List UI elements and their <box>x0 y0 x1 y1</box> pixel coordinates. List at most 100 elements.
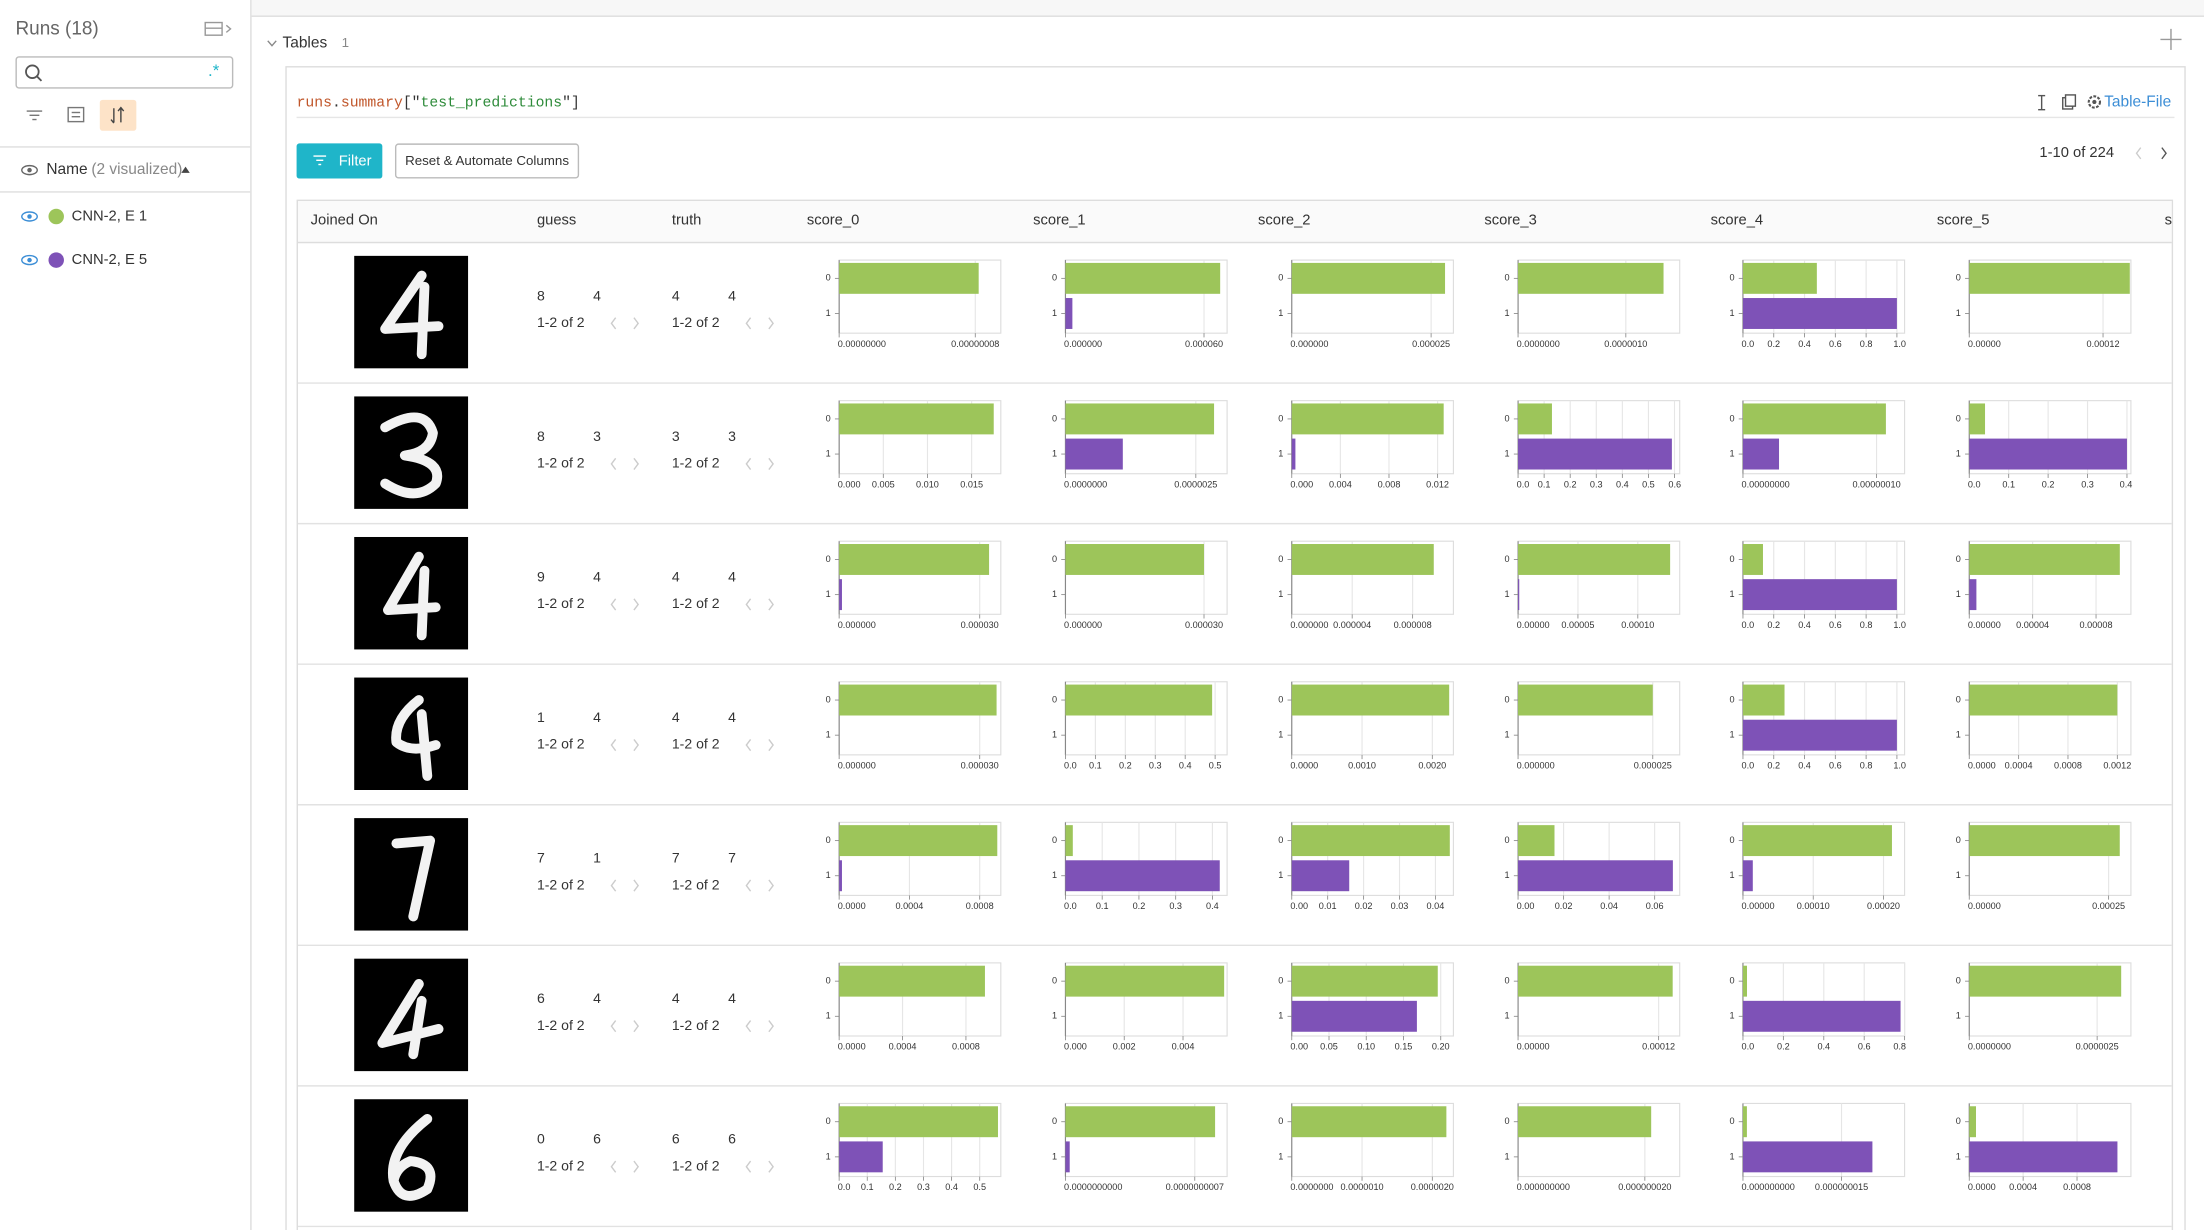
column-header[interactable]: score_2 <box>1258 213 1310 229</box>
pager-next[interactable] <box>768 1160 774 1173</box>
column-header[interactable]: guess <box>537 213 576 229</box>
pager-prev[interactable] <box>610 457 617 470</box>
column-header[interactable]: s <box>2165 213 2172 229</box>
table-file-link[interactable]: Table-File <box>2104 94 2171 111</box>
bar <box>1291 825 1450 857</box>
y-tick-label: 1 <box>1505 308 1510 318</box>
section-title[interactable]: Tables <box>283 35 328 52</box>
bar <box>1969 1106 1976 1138</box>
column-header[interactable]: score_4 <box>1711 213 1763 229</box>
y-tick-label: 1 <box>1278 308 1283 318</box>
pager-next[interactable] <box>633 738 640 752</box>
x-tick-label: 0.2 <box>1133 901 1146 911</box>
pager-prev[interactable] <box>610 1160 617 1173</box>
y-tick-label: 0 <box>1505 413 1510 423</box>
run-name[interactable]: CNN-2, E 1 <box>72 208 147 224</box>
pager-prev[interactable] <box>745 879 752 892</box>
x-tick-label: 0.00020 <box>1867 901 1900 911</box>
pager-prev[interactable] <box>745 1160 752 1173</box>
bar <box>1742 438 1780 470</box>
table-icon[interactable] <box>204 21 232 36</box>
truth-value: 3 <box>728 428 736 444</box>
filter-button[interactable] <box>296 143 383 179</box>
cursor-icon[interactable] <box>2038 94 2046 111</box>
sort-button[interactable] <box>99 99 137 131</box>
pager-prev[interactable] <box>610 879 617 892</box>
pager-next[interactable] <box>768 457 774 470</box>
column-header[interactable]: score_5 <box>1937 213 1989 229</box>
pager-prev[interactable] <box>745 738 752 752</box>
y-tick-label: 1 <box>1956 448 1961 458</box>
pager-next[interactable] <box>768 598 774 611</box>
x-tick-label: 0.0000000 <box>1290 1182 1333 1192</box>
eye-icon[interactable] <box>21 164 38 176</box>
name-header[interactable]: Name <box>46 161 87 178</box>
filter-icon[interactable] <box>26 110 43 121</box>
column-header[interactable]: score_3 <box>1484 213 1536 229</box>
runs-title: Runs (18) <box>15 19 98 40</box>
settings-icon[interactable] <box>2087 95 2102 109</box>
y-tick-label: 0 <box>1505 554 1510 564</box>
pager-next[interactable] <box>633 457 640 470</box>
guess-value: 1 <box>537 709 545 725</box>
pager-next[interactable] <box>633 1160 640 1173</box>
x-tick-label: 0.0 <box>1742 339 1755 349</box>
pager-next[interactable] <box>633 598 640 611</box>
bar <box>1969 684 2118 716</box>
y-tick-label: 0 <box>826 554 831 564</box>
pager-prev[interactable] <box>610 598 617 611</box>
x-tick-label: 0.008 <box>1378 479 1401 489</box>
eye-icon[interactable] <box>21 254 38 266</box>
pager-next[interactable] <box>633 1020 640 1033</box>
pager-next[interactable] <box>768 738 774 752</box>
pager-prev[interactable] <box>745 598 752 611</box>
eye-pupil <box>27 214 32 219</box>
y-tick-label: 1 <box>826 448 831 458</box>
y-tick-label: 1 <box>1729 730 1734 740</box>
y-tick-label: 1 <box>1729 870 1734 880</box>
digit-stroke <box>391 695 441 781</box>
pager-next[interactable] <box>633 317 640 330</box>
bar <box>1291 860 1350 892</box>
column-header[interactable]: truth <box>672 213 702 229</box>
x-tick-label: 0.000004 <box>1333 620 1371 630</box>
next-page[interactable] <box>2161 147 2167 160</box>
y-tick-label: 1 <box>1505 589 1510 599</box>
run-name[interactable]: CNN-2, E 5 <box>72 252 147 268</box>
pager-prev[interactable] <box>745 1020 752 1033</box>
regex-toggle[interactable]: .* <box>208 61 220 80</box>
search-box[interactable] <box>15 56 234 89</box>
column-header[interactable]: score_1 <box>1033 213 1085 229</box>
pager-prev[interactable] <box>610 1020 617 1033</box>
pager-next[interactable] <box>768 879 774 892</box>
reset-button[interactable] <box>394 143 580 179</box>
prev-page[interactable] <box>2135 147 2142 160</box>
y-tick-label: 0 <box>1956 835 1961 845</box>
collapse-chevron[interactable] <box>267 40 277 47</box>
query[interactable]: runs.summary["test_predictions"] <box>297 96 580 112</box>
column-header[interactable]: Joined On <box>311 213 378 229</box>
bar <box>1969 438 2127 470</box>
eye-icon[interactable] <box>21 211 38 222</box>
pager-prev[interactable] <box>745 457 752 470</box>
query-part: test_predictions <box>421 96 563 112</box>
x-tick-label: 0.000000000 <box>1517 1182 1570 1192</box>
bar <box>1518 825 1555 857</box>
add-panel[interactable] <box>2160 28 2182 50</box>
y-tick-label: 1 <box>1729 1011 1734 1021</box>
column-header[interactable]: score_0 <box>807 213 859 229</box>
pager-next[interactable] <box>768 317 774 330</box>
group-icon[interactable] <box>67 106 85 123</box>
pager-prev[interactable] <box>610 317 617 330</box>
copy-icon[interactable] <box>2062 94 2077 110</box>
pager-next[interactable] <box>768 1020 774 1033</box>
bar <box>1065 262 1221 294</box>
pager-prev[interactable] <box>745 317 752 330</box>
query-part: . <box>332 96 341 112</box>
x-tick-label: 0.1 <box>861 1182 874 1192</box>
x-tick-label: 0.000000 <box>1517 761 1555 771</box>
x-tick-label: 0.0 <box>1742 620 1755 630</box>
pager-next[interactable] <box>633 879 640 892</box>
eye-pupil <box>27 257 32 263</box>
pager-prev[interactable] <box>610 738 617 752</box>
